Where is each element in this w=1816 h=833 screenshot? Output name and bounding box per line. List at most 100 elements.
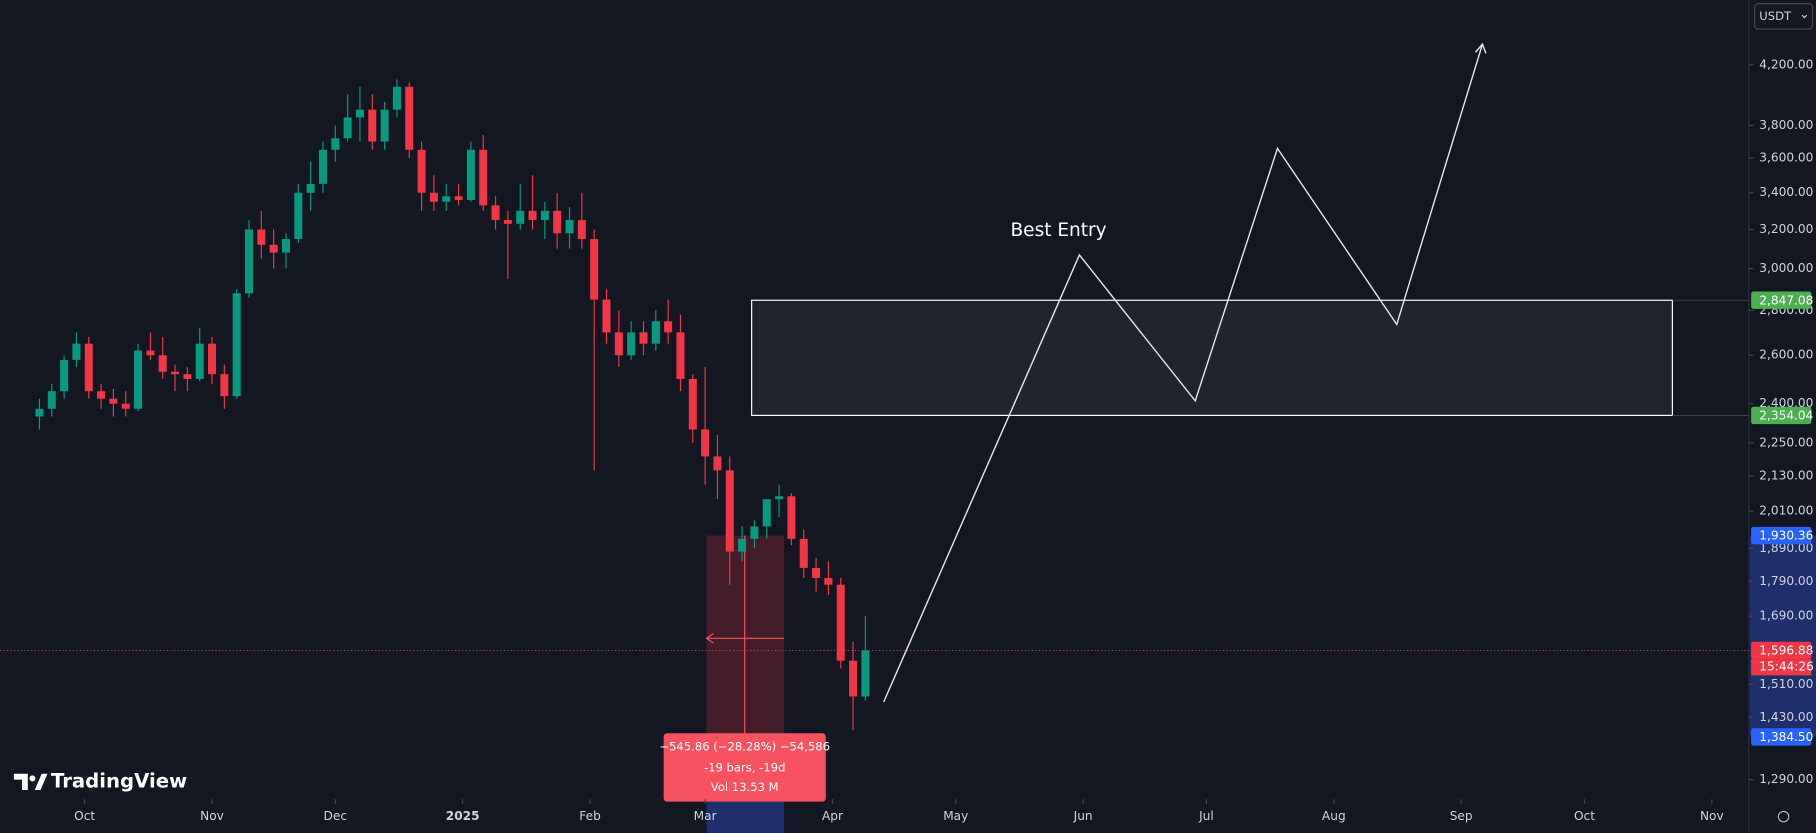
candle-body [368,109,377,142]
candle-body [627,332,636,356]
y-tick-label: 1,890.00 [1759,541,1813,555]
y-tick-label: 1,690.00 [1759,609,1813,623]
x-tick-label: Sep [1450,809,1473,823]
y-tick-label: 2,250.00 [1759,435,1813,449]
candle-body [294,192,303,240]
annotation: Best Entry [1010,220,1106,241]
y-tick-label: 2,130.00 [1759,468,1813,482]
measure-label-box [663,733,826,802]
x-tick-label: Nov [1700,809,1724,823]
currency[interactable]: USDT [1759,9,1792,23]
candle-body [171,371,180,375]
candle-body [688,378,697,430]
candle-body [590,239,599,300]
logo-icon [13,773,28,791]
candle-body [664,321,673,333]
dropdown-caret [1801,14,1808,19]
y-tick-label: 2,400.00 [1759,396,1813,410]
candle-body [195,343,204,379]
price-tag-label: 1,596.88 [1759,644,1813,658]
countdown: 15:44:26 [1759,660,1814,674]
measure-text: -19 bars, -19d [704,761,785,775]
candle-body [738,538,747,552]
candle-body [429,192,438,202]
candle-body [861,650,870,697]
y-tick-label: 2,600.00 [1759,348,1813,362]
price-tag [1751,526,1812,545]
candle-body [97,391,106,399]
x-tick-label: Jun [1073,809,1093,823]
candle-body [491,205,500,221]
x-tick-label: Feb [579,809,601,823]
candle-body [775,496,784,500]
candle-body [812,567,821,578]
x-tick-label: Mar [694,809,717,823]
x-tick-label: 2025 [446,809,480,823]
candle-body [318,149,327,184]
y-tick-label: 3,400.00 [1759,185,1813,199]
candle-body [787,496,796,539]
candle-body [146,350,155,356]
candle-body [158,355,167,372]
candle-body [454,196,463,200]
measure-text: −545.86 (−28.28%) −54,586 [659,740,830,754]
candle-body [516,210,525,224]
candle-body [713,456,722,471]
candle-body [701,429,710,457]
candle-body [405,86,414,150]
logo-icon [34,773,48,791]
y-tick-label: 1,790.00 [1759,574,1813,588]
x-tick-label: Dec [324,809,348,823]
y-tick-label: 3,200.00 [1759,222,1813,236]
candle-body [392,86,401,110]
candle-body [72,343,81,360]
candle-body [639,332,648,344]
x-tick-label: Apr [822,809,843,823]
brand: TradingView [51,769,187,792]
y-tick-label: 2,010.00 [1759,504,1813,518]
candle-body [35,408,44,417]
candle-body [121,403,130,409]
candle-body [380,109,389,142]
candle-body [269,244,278,253]
candle-body [109,398,118,404]
candle-body [553,210,562,234]
candle-body [47,391,56,409]
x-tick-label: Aug [1322,809,1346,823]
candle-body [651,321,660,344]
candle-body [836,584,845,661]
candle-body [466,149,475,200]
price-tag [1751,291,1812,309]
y-tick-label: 1,430.00 [1759,710,1813,724]
price-range-highlight [1749,535,1816,737]
price-tag-label: 2,847.08 [1759,293,1813,307]
price-tag-label: 1,384.50 [1759,730,1813,744]
measure-arrow [705,633,714,644]
projection-path [883,43,1484,703]
candle-body [220,374,229,397]
y-tick-label: 1,510.00 [1759,677,1813,691]
x-tick-label: Oct [1574,809,1595,823]
y-tick-label: 3,600.00 [1759,151,1813,165]
candle-body [824,577,833,585]
price-tag [1751,641,1812,660]
candle-body [281,239,290,253]
candle-body [343,117,352,139]
candle-body [750,526,759,539]
currency-button[interactable] [1754,3,1814,30]
price-tag-label: 2,354.04 [1759,408,1813,422]
candle-body [331,138,340,150]
y-tick-label: 1,290.00 [1759,772,1813,786]
y-tick-label: 3,800.00 [1759,118,1813,132]
settings-icon[interactable] [1777,810,1790,823]
countdown-tag [1751,659,1812,676]
candle-body [60,359,69,392]
candle-body [442,196,451,202]
x-tick-label: Nov [200,809,224,823]
candle-body [355,109,364,118]
y-tick-label: 3,000.00 [1759,261,1813,275]
candle-body [762,499,771,527]
